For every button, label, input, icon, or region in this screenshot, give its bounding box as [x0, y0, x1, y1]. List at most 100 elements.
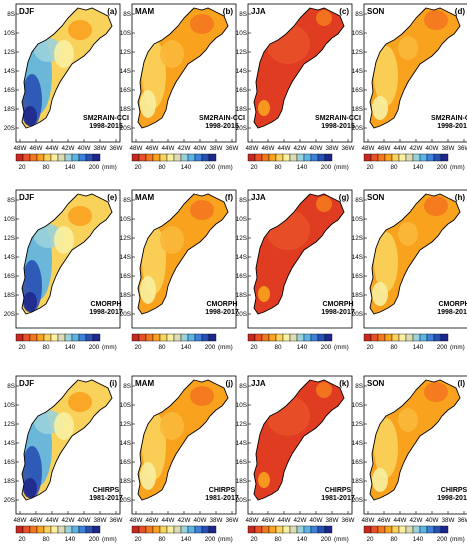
- lat-tick-label: 20S: [4, 497, 15, 504]
- lon-tick-label: 46W: [378, 145, 391, 152]
- lat-tick-label: 12S: [4, 421, 15, 428]
- lat-tick-label: 8S: [7, 383, 15, 390]
- panel-letter: (l): [457, 379, 465, 388]
- colorbar-label: 80: [390, 536, 398, 543]
- lon-tick-label: 38W: [326, 517, 339, 524]
- lat-tick-label: 16S: [120, 459, 131, 466]
- colorbar-label: 140: [297, 536, 308, 543]
- lon-tick-label: 46W: [30, 517, 43, 524]
- product-label: CHIRPS: [325, 487, 352, 494]
- lat-tick-label: 12S: [352, 49, 363, 56]
- colorbar-label: 140: [297, 344, 308, 351]
- period-label: 1998-2017: [321, 309, 355, 316]
- lat-tick-label: 14S: [4, 440, 15, 447]
- colorbar-label: 80: [42, 164, 50, 171]
- lat-tick-label: 16S: [236, 87, 247, 94]
- lat-tick-label: 10S: [4, 30, 15, 37]
- colorbar: 20 80 140 200 (mm): [131, 525, 233, 543]
- lat-tick-label: 14S: [120, 440, 131, 447]
- lon-tick-label: 40W: [310, 517, 323, 524]
- lon-tick-label: 42W: [62, 517, 75, 524]
- lat-tick-label: 16S: [4, 87, 15, 94]
- product-label: CHIRPS: [93, 487, 120, 494]
- region-outline: [21, 193, 113, 315]
- lat-tick-label: 8S: [239, 383, 247, 390]
- season-label: MAM: [135, 193, 154, 202]
- lat-tick-label: 14S: [352, 440, 363, 447]
- lat-tick-label: 8S: [123, 11, 131, 18]
- lon-tick-label: 44W: [278, 145, 291, 152]
- lat-tick-label: 10S: [4, 216, 15, 223]
- colorbar-label: 20: [18, 536, 26, 543]
- lat-tick-label: 14S: [352, 68, 363, 75]
- panel-letter: (h): [455, 193, 466, 202]
- lon-tick-label: 48W: [362, 517, 375, 524]
- colorbar-label: 200: [321, 344, 332, 351]
- lat-tick-label: 10S: [236, 30, 247, 37]
- colorbar-label: 200: [321, 536, 332, 543]
- period-label: 1998-2017: [89, 309, 123, 316]
- lat-tick-label: 8S: [355, 11, 363, 18]
- lat-tick-label: 12S: [236, 49, 247, 56]
- lat-tick-label: 20S: [120, 125, 131, 132]
- lon-tick-label: 38W: [442, 145, 455, 152]
- lon-tick-label: 42W: [294, 517, 307, 524]
- colorbar-label: 20: [18, 164, 26, 171]
- colorbar: 20 80 140 200 (mm): [15, 333, 117, 351]
- colorbar-label: 200: [89, 536, 100, 543]
- lat-tick-label: 12S: [352, 235, 363, 242]
- region-outline: [369, 7, 461, 129]
- lon-tick-label: 36W: [342, 145, 355, 152]
- lon-tick-label: 46W: [378, 517, 391, 524]
- colorbar: 20 80 140 200 (mm): [247, 333, 349, 351]
- colorbar-label: 80: [42, 536, 50, 543]
- lat-tick-label: 20S: [236, 125, 247, 132]
- colorbar-unit: (mm): [334, 164, 349, 171]
- colorbar-label: 20: [134, 164, 142, 171]
- lon-tick-label: 46W: [146, 145, 159, 152]
- lat-tick-label: 20S: [120, 497, 131, 504]
- lon-tick-label: 42W: [178, 517, 191, 524]
- lat-tick-label: 12S: [120, 421, 131, 428]
- lat-tick-label: 20S: [4, 311, 15, 318]
- colorbar-label: 20: [134, 344, 142, 351]
- colorbar-label: 20: [250, 344, 258, 351]
- product-label: CMORPH: [206, 301, 237, 308]
- panel-letter: (c): [339, 7, 349, 16]
- lat-tick-label: 10S: [120, 30, 131, 37]
- lon-tick-label: 48W: [14, 517, 27, 524]
- colorbar-unit: (mm): [218, 536, 233, 543]
- lon-tick-label: 42W: [410, 145, 423, 152]
- season-label: JJA: [251, 193, 266, 202]
- lat-tick-label: 14S: [120, 68, 131, 75]
- colorbar-label: 140: [297, 164, 308, 171]
- lon-tick-label: 44W: [162, 517, 175, 524]
- lat-tick-label: 16S: [4, 273, 15, 280]
- lat-tick-label: 12S: [236, 421, 247, 428]
- colorbar-label: 80: [274, 164, 282, 171]
- colorbar-label: 20: [250, 164, 258, 171]
- lon-tick-label: 36W: [110, 517, 123, 524]
- lat-tick-label: 16S: [236, 273, 247, 280]
- lon-tick-label: 40W: [194, 145, 207, 152]
- period-label: 1998-2017: [205, 309, 239, 316]
- period-label: 1998-2015: [205, 123, 239, 130]
- lat-tick-label: 14S: [236, 68, 247, 75]
- lat-tick-label: 16S: [120, 87, 131, 94]
- product-label: CMORPH: [438, 301, 467, 308]
- lat-tick-label: 10S: [236, 216, 247, 223]
- lon-tick-label: 36W: [110, 145, 123, 152]
- lat-tick-label: 14S: [4, 68, 15, 75]
- panel-letter: (g): [339, 193, 350, 202]
- lat-tick-label: 10S: [120, 216, 131, 223]
- lat-tick-label: 8S: [7, 197, 15, 204]
- region-outline: [137, 193, 229, 315]
- colorbar-label: 200: [437, 344, 448, 351]
